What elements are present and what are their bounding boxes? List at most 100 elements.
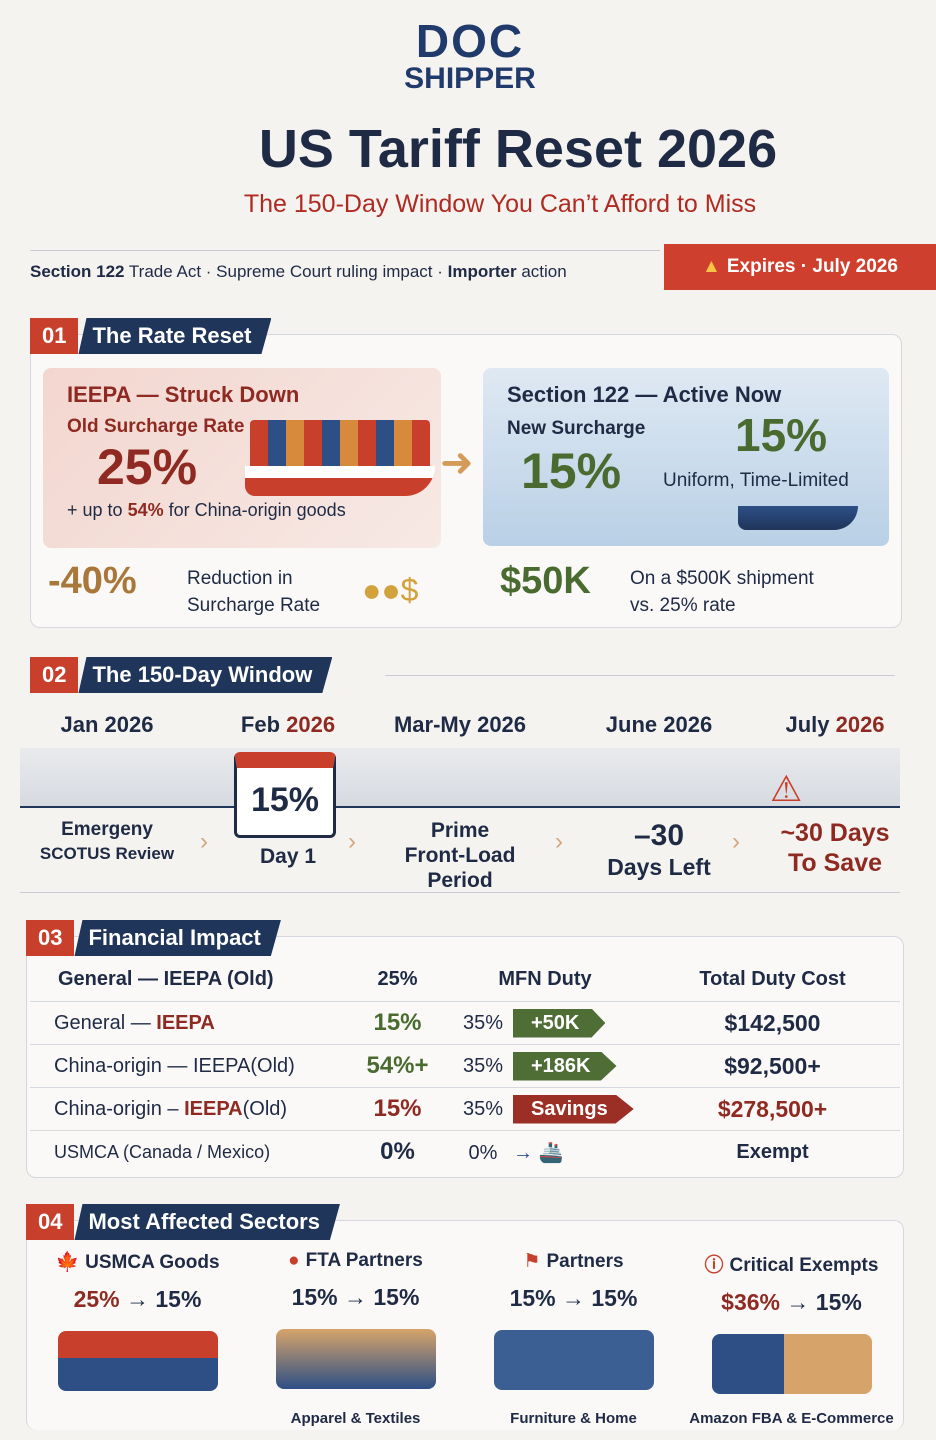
label-1: Prime <box>430 819 490 842</box>
reduction-value: -40% <box>48 560 137 602</box>
logo-line1: DOC <box>415 15 525 67</box>
divider <box>30 250 660 251</box>
table-row: USMCA (Canada / Mexico) 0% 0% → 🚢 Exempt <box>30 1130 900 1174</box>
label-2: To Save <box>787 849 883 877</box>
section-number: 03 <box>26 920 75 956</box>
maple-leaf-icon: 🍁 <box>55 1252 80 1273</box>
sector-footer: Apparel & Textiles <box>290 1410 421 1427</box>
label-1: Day 1 <box>259 845 317 868</box>
expires-banner: ▲ Expires · July 2026 <box>664 244 936 290</box>
tag-2: Trade Act · Supreme Court ruling impact … <box>124 262 448 281</box>
timeline-rule <box>385 675 895 676</box>
row-mfn: 35% <box>462 1011 504 1034</box>
rate-from: $36% <box>721 1289 780 1315</box>
category-text: General — <box>54 1011 157 1034</box>
month: June <box>605 712 664 737</box>
row-total: Exempt <box>645 1130 900 1174</box>
label-2: SCOTUS Review <box>39 843 175 863</box>
cargo-ship-illustration <box>250 420 430 470</box>
row-mfn-cell: 35% Savings <box>445 1087 645 1131</box>
row-total: $142,500 <box>645 1001 900 1045</box>
label-2: Days Left <box>607 854 711 880</box>
row-rate: 0% <box>350 1130 445 1174</box>
section122-heading: Section 122 — Active Now <box>507 382 782 407</box>
rate-to: 15% <box>155 1286 202 1312</box>
logo-line2: SHIPPER <box>404 62 536 95</box>
arrow-right-icon: ➜ <box>440 441 474 485</box>
row-rate: 54%+ <box>350 1044 445 1088</box>
rate-to: 15% <box>373 1284 420 1310</box>
month: July <box>785 712 836 737</box>
section-03-header: 03 Financial Impact <box>26 920 281 956</box>
sector-illustration <box>57 1331 218 1391</box>
reduction-line1: Reduction in <box>187 568 293 589</box>
china-note: + up to 54% for China-origin goods <box>67 500 417 521</box>
savings-text: On a $500K shipment vs. 25% rate <box>630 566 814 619</box>
section-title: Most Affected Sectors <box>74 1204 339 1240</box>
tag-1: Section 122 <box>30 262 125 281</box>
section-01-header: 01 The Rate Reset <box>30 318 271 354</box>
category-text: China-origin – <box>54 1097 185 1120</box>
row-mfn: 35% <box>462 1054 504 1077</box>
table-row: General — IEEPA 15% 35% +50K $142,500 <box>30 1001 900 1045</box>
year: 2026 <box>477 712 527 737</box>
new-rate-value: 15% <box>521 443 622 499</box>
row-mfn-cell: 0% → 🚢 <box>445 1130 645 1174</box>
financial-table: General — IEEPA (Old) 25% MFN Duty Total… <box>30 958 900 1174</box>
rate-to: 15% <box>815 1289 862 1315</box>
sector-rate-change: 25% → 15% <box>30 1286 245 1313</box>
chevron-right-icon: › <box>732 828 740 855</box>
sector-footer: Furniture & Home <box>510 1410 637 1427</box>
sector-rate-change: $36% → 15% <box>684 1289 899 1316</box>
section-number: 02 <box>30 657 79 693</box>
category-program: IEEPA <box>184 1097 243 1120</box>
row-mfn: 0% <box>468 1141 498 1164</box>
category-text: China-origin — IEEPA <box>54 1054 251 1077</box>
year: 2026 <box>663 712 713 737</box>
year: 2026 <box>286 712 336 737</box>
japan-flag-icon: ● <box>288 1250 300 1271</box>
tag-4: action <box>516 262 567 281</box>
sector-rate-change: 15% → 15% <box>466 1285 681 1312</box>
timeline-july: July 2026 ~30 Days To Save <box>750 712 920 878</box>
sector-card: ● FTA Partners 15% → 15% Apparel & Textil… <box>248 1250 463 1427</box>
savings-line1: On a $500K shipment <box>630 568 814 589</box>
ship-icon: → 🚢 <box>513 1141 564 1164</box>
category-suffix: (Old) <box>242 1097 288 1120</box>
timeline-jan: Jan 2026 Emergeny SCOTUS Review <box>22 712 192 865</box>
sector-card: ⓘ Critical Exempts $36% → 15% Amazon FBA … <box>684 1250 899 1427</box>
old-rate-label: Old Surcharge Rate <box>67 416 245 437</box>
year: 2026 <box>104 712 154 737</box>
sector-name: Critical Exempts <box>729 1255 879 1276</box>
col-category: General — IEEPA (Old) <box>58 968 274 990</box>
sector-name: FTA Partners <box>305 1250 423 1271</box>
exempt-icon: ⓘ <box>704 1255 724 1276</box>
sector-name-row: 🍁 USMCA Goods <box>30 1250 245 1274</box>
savings-line2: vs. 25% rate <box>630 594 736 616</box>
sectors-panel <box>26 1220 904 1430</box>
timeline-line <box>20 806 900 808</box>
sector-name-row: ⚑ Partners <box>466 1250 681 1273</box>
row-category: USMCA (Canada / Mexico) <box>30 1130 350 1174</box>
col-rate: 25% <box>377 968 418 990</box>
row-change-pill: +50K <box>513 1008 606 1038</box>
year: 2026 <box>835 712 885 737</box>
sector-illustration <box>275 1329 436 1389</box>
row-change-pill: +186K <box>513 1051 617 1081</box>
label-1: ~30 Days <box>780 819 890 847</box>
row-change-pill: Savings <box>513 1094 634 1124</box>
warning-icon: ⚠ <box>770 768 803 809</box>
sector-name-row: ● FTA Partners <box>248 1250 463 1272</box>
ship-icon <box>738 506 858 530</box>
row-category: General — IEEPA <box>30 1001 350 1045</box>
row-rate: 15% <box>350 1001 445 1045</box>
reduction-line2: Surcharge Rate <box>187 594 321 616</box>
row-mfn-cell: 35% +186K <box>445 1044 645 1088</box>
chevron-right-icon: › <box>200 828 208 855</box>
row-rate: 15% <box>350 1087 445 1131</box>
note-value: 54% <box>127 500 164 520</box>
label-1: –30 <box>633 819 685 852</box>
reduction-text: Reduction in Surcharge Rate <box>187 566 320 619</box>
col-mfn: MFN Duty <box>498 968 592 990</box>
ieepa-card: IEEPA — Struck Down Old Surcharge Rate 2… <box>43 368 441 548</box>
